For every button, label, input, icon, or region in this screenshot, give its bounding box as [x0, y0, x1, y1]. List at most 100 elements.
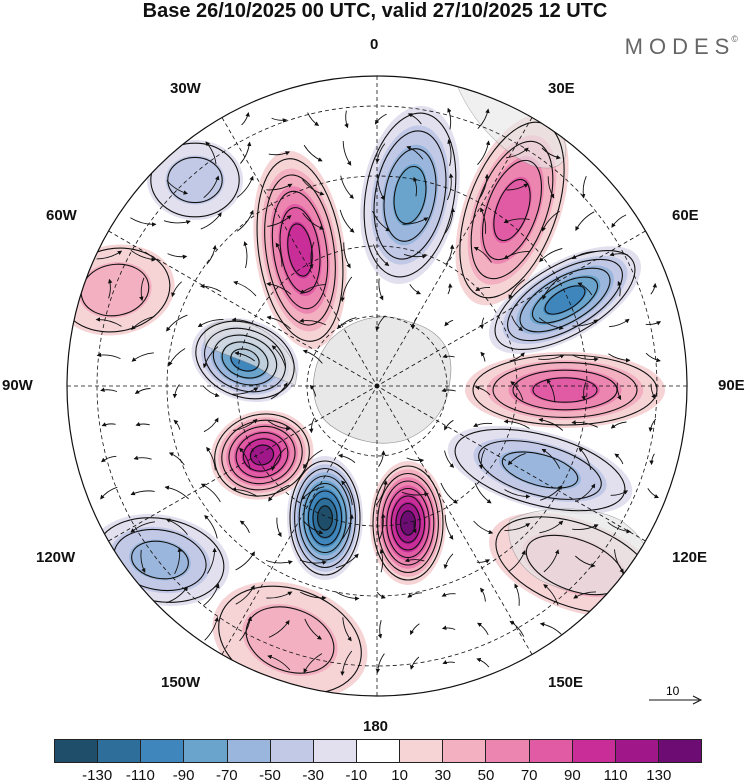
wind-vector [407, 113, 422, 125]
wind-vector [443, 553, 454, 570]
wind-vector [100, 455, 117, 463]
anomaly-cell-nnw-blue [147, 140, 243, 220]
wind-vector [480, 587, 486, 602]
anomaly-cell-north-blue [360, 105, 460, 285]
wind-vector [239, 616, 253, 642]
wind-vector [378, 450, 386, 468]
wind-vector [276, 517, 282, 538]
wind-vector [299, 559, 327, 565]
anomaly-level [317, 504, 333, 532]
wind-vector [243, 241, 248, 269]
lon-label-150e: 150E [548, 674, 584, 691]
wind-vector [409, 623, 420, 636]
colorbar-segment [184, 740, 228, 762]
geopotential-contour [289, 460, 361, 576]
wind-vector [206, 446, 216, 471]
wind-vector [168, 452, 185, 466]
wind-vector [480, 351, 486, 362]
wind-vector [342, 617, 352, 642]
modes-logo: MODES© [625, 34, 738, 60]
wind-vector [231, 487, 258, 497]
colorbar-tick-label: 50 [477, 767, 495, 784]
geopotential-contour [228, 425, 296, 485]
wind-vector [616, 382, 622, 401]
wind-vector [268, 619, 290, 638]
wind-vector [571, 250, 598, 260]
lon-label-30e: 30E [548, 80, 575, 97]
colorbar-tick-label: 10 [391, 767, 408, 784]
wind-vector [108, 278, 113, 299]
wind-vector [377, 620, 383, 639]
wind-vector [538, 417, 564, 431]
reference-vector-label: 10 [666, 684, 680, 698]
wind-vector [130, 490, 155, 496]
wind-vector [404, 557, 425, 563]
wind-vector [302, 349, 323, 364]
colorbar-tick-label: 110 [603, 767, 628, 784]
map-title: Base 26/10/2025 00 UTC, valid 27/10/2025… [142, 0, 608, 22]
wind-vector [271, 447, 287, 471]
geopotential-contour [501, 451, 579, 489]
wind-vector [377, 174, 385, 201]
geopotential-contour [150, 142, 240, 218]
wind-vector [268, 151, 291, 156]
wind-vector [608, 353, 631, 363]
wind-vector [504, 489, 531, 499]
lon-label-90w: 90W [2, 377, 33, 394]
wind-vector [309, 384, 317, 397]
wind-vector [539, 622, 562, 635]
wind-vector [543, 584, 559, 606]
wind-vector [478, 449, 486, 470]
wind-vector [510, 381, 524, 401]
geopotential-contour [544, 285, 586, 315]
antarctica-landmass [313, 316, 452, 444]
geopotential-contour [478, 440, 602, 500]
colorbar-tick-label: -30 [302, 767, 325, 784]
wind-vector [572, 524, 599, 530]
wind-vector [645, 321, 662, 326]
wind-vector [205, 141, 217, 164]
wind-vector [580, 176, 587, 199]
lon-label-0: 0 [370, 36, 379, 53]
wind-vector [173, 419, 181, 430]
wind-vector [409, 656, 420, 670]
wind-vector [268, 420, 291, 431]
wind-vector [573, 591, 597, 599]
wind-vector [447, 107, 452, 130]
colorbar [54, 739, 702, 763]
wind-vector [267, 215, 292, 227]
wind-vector [378, 513, 386, 541]
wind-vector [508, 279, 526, 300]
wind-vector [343, 242, 351, 269]
wind-vector [270, 382, 288, 400]
wind-vector [200, 212, 222, 230]
wind-vector [473, 422, 493, 427]
geopotential-contour [383, 148, 437, 242]
wind-vector [578, 447, 592, 470]
colorbar-tick-label: -50 [259, 767, 281, 784]
wind-vector [609, 318, 630, 328]
wind-vector [610, 490, 629, 496]
wind-vector [538, 317, 564, 331]
wind-vector [403, 253, 427, 259]
wind-vector [300, 284, 326, 294]
wind-vector [480, 207, 487, 234]
wind-vector [401, 491, 429, 497]
wind-vector [574, 555, 596, 568]
wind-vector [407, 592, 423, 598]
wind-vector [648, 418, 657, 432]
map-boundary [66, 75, 688, 697]
wind-vector [344, 110, 349, 129]
anomaly-level [543, 284, 587, 316]
lon-label-120w: 120W [36, 549, 76, 566]
wind-vector [271, 117, 288, 123]
wind-vector [473, 520, 494, 535]
geopotential-contour [377, 472, 439, 574]
wind-vector [95, 317, 122, 327]
wind-vector [444, 514, 454, 540]
wind-vector [168, 348, 186, 367]
wind-vector [372, 210, 391, 232]
wind-vector [614, 453, 624, 465]
wind-vector [100, 486, 118, 500]
